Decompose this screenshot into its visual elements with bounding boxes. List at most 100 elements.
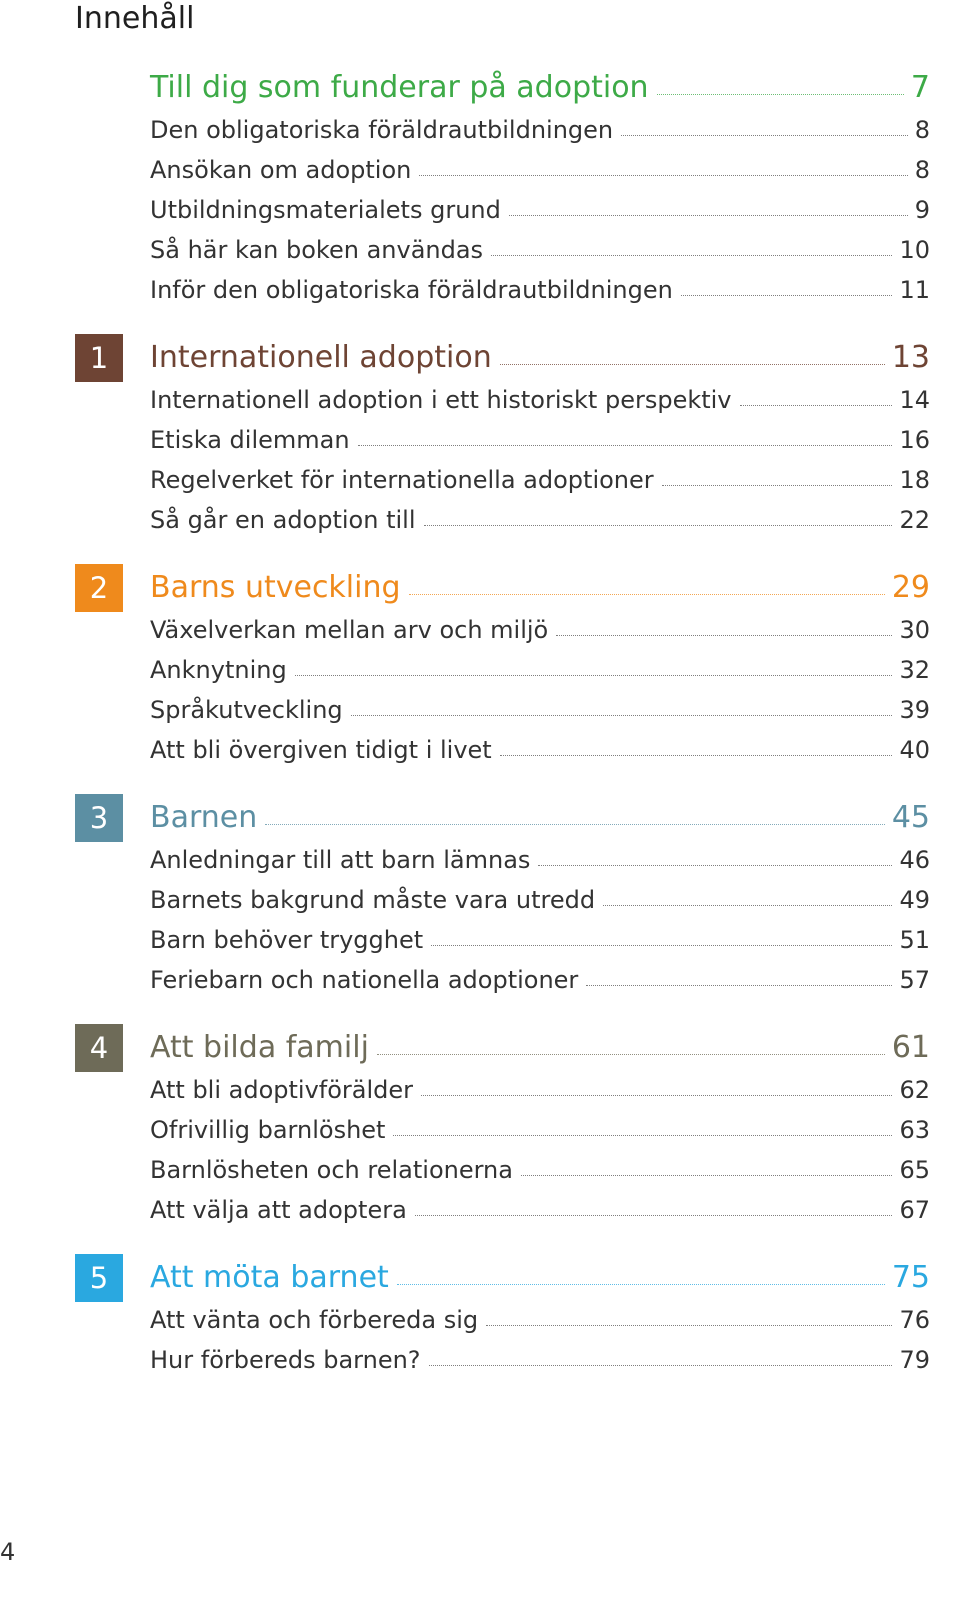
- toc-entry[interactable]: Ofrivillig barnlöshet 63: [150, 1116, 930, 1144]
- entry-page: 79: [899, 1346, 930, 1374]
- dot-leader: [419, 175, 908, 176]
- entry-page: 11: [899, 276, 930, 304]
- dot-leader: [393, 1135, 893, 1136]
- entry-title: Att välja att adoptera: [150, 1196, 407, 1224]
- entry-page: 51: [899, 926, 930, 954]
- entry-title: Anledningar till att barn lämnas: [150, 846, 531, 874]
- toc-entry[interactable]: Etiska dilemman 16: [150, 426, 930, 454]
- entry-page: 22: [899, 506, 930, 534]
- entry-page: 30: [899, 616, 930, 644]
- chapter-number-badge: 5: [75, 1254, 123, 1302]
- entry-title: Att bli övergiven tidigt i livet: [150, 736, 492, 764]
- entry-title: Barnets bakgrund måste vara utredd: [150, 886, 596, 914]
- entry-page: 46: [899, 846, 930, 874]
- toc-entry[interactable]: Regelverket för internationella adoption…: [150, 466, 930, 494]
- entry-page: 49: [899, 886, 930, 914]
- chapter-number-badge: 2: [75, 564, 123, 612]
- entry-title: Utbildningsmaterialets grund: [150, 196, 501, 224]
- entry-page: 76: [899, 1306, 930, 1334]
- toc-entry[interactable]: Att bli övergiven tidigt i livet 40: [150, 736, 930, 764]
- entry-title: Etiska dilemman: [150, 426, 350, 454]
- toc-entry[interactable]: Utbildningsmaterialets grund 9: [150, 196, 930, 224]
- entry-page: 8: [914, 116, 930, 144]
- entry-title: Barnlösheten och relationerna: [150, 1156, 513, 1184]
- toc-entry[interactable]: Feriebarn och nationella adoptioner 57: [150, 966, 930, 994]
- toc-chapter[interactable]: Barns utveckling 29: [150, 570, 930, 605]
- chapter-number-badge: 1: [75, 334, 123, 382]
- toc-entry[interactable]: Så här kan boken användas 10: [150, 236, 930, 264]
- toc-entry[interactable]: Barnets bakgrund måste vara utredd 49: [150, 886, 930, 914]
- toc-entry[interactable]: Inför den obligatoriska föräldrautbildni…: [150, 276, 930, 304]
- toc-chapter-intro[interactable]: Till dig som funderar på adoption 7: [150, 70, 930, 105]
- chapter-page: 13: [891, 340, 930, 375]
- entry-page: 67: [899, 1196, 930, 1224]
- chapter-title: Barns utveckling: [150, 570, 401, 605]
- dot-leader: [491, 255, 893, 256]
- toc-entry[interactable]: Hur förbereds barnen? 79: [150, 1346, 930, 1374]
- dot-leader: [486, 1325, 893, 1326]
- entry-page: 16: [899, 426, 930, 454]
- toc-entry[interactable]: Att vänta och förbereda sig 76: [150, 1306, 930, 1334]
- toc-entry[interactable]: Att välja att adoptera 67: [150, 1196, 930, 1224]
- chapter-title: Till dig som funderar på adoption: [150, 70, 649, 105]
- toc-entry[interactable]: Så går en adoption till 22: [150, 506, 930, 534]
- dot-leader: [499, 364, 885, 365]
- entry-page: 9: [914, 196, 930, 224]
- toc-chapter[interactable]: Barnen 45: [150, 800, 930, 835]
- entry-title: Regelverket för internationella adoption…: [150, 466, 654, 494]
- dot-leader: [661, 485, 893, 486]
- toc-entry[interactable]: Barnlösheten och relationerna 65: [150, 1156, 930, 1184]
- chapter-title: Att möta barnet: [150, 1260, 389, 1295]
- entry-page: 8: [914, 156, 930, 184]
- dot-leader: [680, 295, 893, 296]
- toc-entry[interactable]: Anledningar till att barn lämnas 46: [150, 846, 930, 874]
- dot-leader: [408, 594, 885, 595]
- toc-chapter[interactable]: Att möta barnet 75: [150, 1260, 930, 1295]
- dot-leader: [508, 215, 908, 216]
- chapter-page: 61: [891, 1030, 930, 1065]
- entry-page: 63: [899, 1116, 930, 1144]
- dot-leader: [538, 865, 893, 866]
- dot-leader: [431, 945, 893, 946]
- dot-leader: [739, 405, 893, 406]
- toc-entry[interactable]: Den obligatoriska föräldrautbildningen 8: [150, 116, 930, 144]
- dot-leader: [265, 824, 885, 825]
- entry-title: Anknytning: [150, 656, 287, 684]
- entry-title: Hur förbereds barnen?: [150, 1346, 421, 1374]
- entry-page: 62: [899, 1076, 930, 1104]
- entry-title: Så går en adoption till: [150, 506, 416, 534]
- dot-leader: [350, 715, 893, 716]
- toc-chapter[interactable]: Internationell adoption 13: [150, 340, 930, 375]
- entry-page: 57: [899, 966, 930, 994]
- toc-entry[interactable]: Internationell adoption i ett historiskt…: [150, 386, 930, 414]
- entry-title: Den obligatoriska föräldrautbildningen: [150, 116, 614, 144]
- chapter-title: Internationell adoption: [150, 340, 492, 375]
- entry-page: 32: [899, 656, 930, 684]
- dot-leader: [414, 1215, 893, 1216]
- dot-leader: [357, 445, 893, 446]
- chapter-title: Barnen: [150, 800, 258, 835]
- dot-leader: [376, 1054, 885, 1055]
- entry-title: Internationell adoption i ett historiskt…: [150, 386, 732, 414]
- entry-page: 18: [899, 466, 930, 494]
- toc-entry[interactable]: Språkutveckling 39: [150, 696, 930, 724]
- toc-entry[interactable]: Ansökan om adoption 8: [150, 156, 930, 184]
- entry-title: Ofrivillig barnlöshet: [150, 1116, 386, 1144]
- chapter-page: 7: [910, 70, 930, 105]
- entry-page: 39: [899, 696, 930, 724]
- toc-entry[interactable]: Växelverkan mellan arv och miljö 30: [150, 616, 930, 644]
- entry-page: 40: [899, 736, 930, 764]
- dot-leader: [586, 985, 893, 986]
- toc-entry[interactable]: Barn behöver trygghet 51: [150, 926, 930, 954]
- entry-title: Att vänta och förbereda sig: [150, 1306, 479, 1334]
- page-title: Innehåll: [75, 1, 195, 36]
- entry-page: 14: [899, 386, 930, 414]
- toc-entry[interactable]: Att bli adoptivförälder 62: [150, 1076, 930, 1104]
- chapter-title: Att bilda familj: [150, 1030, 369, 1065]
- dot-leader: [428, 1365, 893, 1366]
- dot-leader: [396, 1284, 885, 1285]
- toc-chapter[interactable]: Att bilda familj 61: [150, 1030, 930, 1065]
- dot-leader: [656, 94, 904, 95]
- chapter-page: 75: [891, 1260, 930, 1295]
- toc-entry[interactable]: Anknytning 32: [150, 656, 930, 684]
